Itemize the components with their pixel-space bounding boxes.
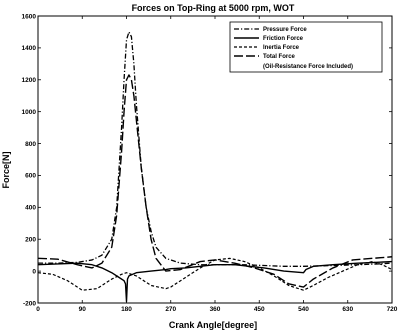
y-tick-label: 1600 [22, 13, 37, 20]
x-tick-label: 90 [79, 306, 87, 313]
y-axis-label: Force[N] [1, 151, 11, 188]
legend-label-2: Friction Force [263, 36, 304, 42]
y-tick-label: 1200 [22, 77, 37, 84]
legend: Pressure Force Friction Force Inertia Forc… [230, 22, 382, 72]
y-tick-label: -200 [23, 300, 36, 307]
y-tick-label: 1000 [22, 109, 37, 116]
legend-label-4: Total Force [263, 54, 296, 60]
x-axis-label: Crank Angle[degree] [169, 320, 257, 330]
chart-title: Forces on Top-Ring at 5000 rpm, WOT [132, 3, 295, 13]
legend-note: (Oil-Resistance Force Included) [263, 64, 353, 70]
series-line-3 [38, 258, 392, 290]
x-tick-label: 630 [342, 306, 353, 313]
y-tick-label: 200 [25, 237, 36, 244]
legend-label-1: Pressure Force [263, 27, 307, 33]
x-tick-label: 0 [36, 306, 40, 313]
y-tick-label: 800 [25, 141, 36, 148]
y-tick-label: 600 [25, 173, 36, 180]
y-tick-label: 400 [25, 205, 36, 212]
x-tick-label: 360 [210, 306, 221, 313]
legend-label-3: Inertia Force [263, 45, 300, 51]
y-tick-label: 0 [32, 268, 36, 275]
y-tick-label: 1400 [22, 45, 37, 52]
series-line-4 [38, 75, 392, 287]
x-tick-label: 180 [121, 306, 132, 313]
x-tick-label: 720 [387, 306, 398, 313]
x-tick-label: 540 [298, 306, 309, 313]
x-tick-label: 450 [254, 306, 265, 313]
x-tick-label: 270 [165, 306, 176, 313]
